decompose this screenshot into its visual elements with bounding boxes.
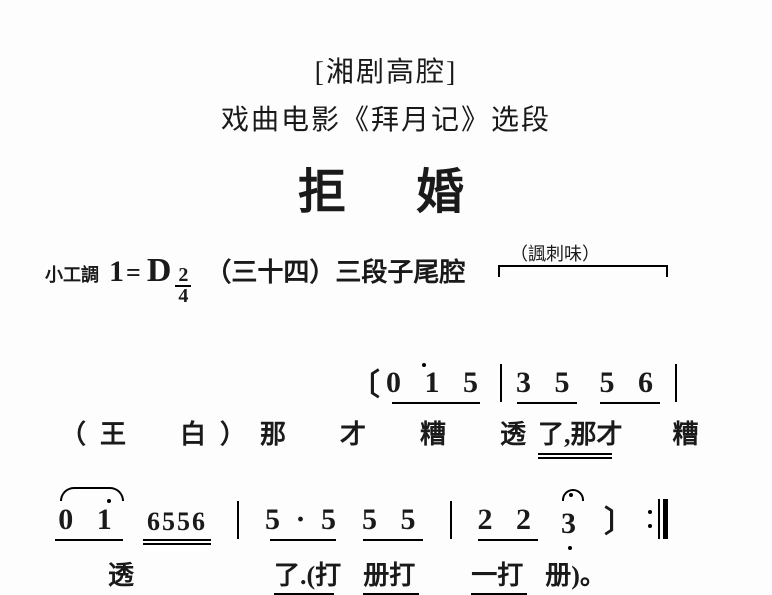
notes: 3 5 <box>516 366 578 400</box>
note-group: 2 2 <box>478 503 540 541</box>
notes: 5 6 <box>600 366 662 400</box>
lyric: 了.(打 <box>274 555 341 592</box>
close-bracket: 〕 <box>604 497 634 541</box>
notes: 3 <box>561 507 584 541</box>
time-num: 2 <box>178 267 188 284</box>
lyric-prefix: （王 白）那 才 糟 透 <box>60 414 540 451</box>
score: （諷刺味） 〔 0 1 5 3 5 5 6 （王 白）那 才 糟 透 了,那才 <box>60 360 712 592</box>
key-eq: = <box>126 258 141 288</box>
subtitle: 戏曲电影《拜月记》选段 <box>60 98 712 138</box>
time-den: 4 <box>178 288 188 305</box>
notes: 0 1 5 <box>386 366 486 400</box>
time-signature: 2 4 <box>175 267 191 305</box>
key-one: 1 <box>109 255 124 289</box>
lyric: 册)。 <box>545 555 606 592</box>
barline <box>450 501 452 539</box>
note-group: 3 <box>561 507 584 541</box>
notes: 2 2 <box>478 503 540 537</box>
fengci-label: （諷刺味） <box>510 240 600 266</box>
final-barline <box>648 499 668 539</box>
phrase-bracket <box>498 265 668 277</box>
notes: 5 · 5 <box>265 503 340 537</box>
notes: 6556 <box>147 507 207 537</box>
note-group: 5 6 <box>600 366 662 404</box>
notes: 0 1 <box>58 503 120 537</box>
note-group: 3 5 <box>516 366 578 404</box>
barline <box>237 501 239 539</box>
lyric: 了,那才 <box>538 414 623 451</box>
slur-arc <box>60 487 124 501</box>
barline <box>500 364 502 402</box>
lyric: 册打 <box>363 555 415 592</box>
note-group: 5 · 5 <box>265 503 340 541</box>
note-group: 5 5 <box>362 503 424 541</box>
meta-line: 小工調 1 = D 2 4 （三十四）三段子尾腔 <box>45 252 712 305</box>
lyric: 糟 <box>673 414 699 451</box>
lyric: 一打 <box>471 555 523 592</box>
notes: 5 5 <box>362 503 424 537</box>
barline <box>675 364 677 402</box>
key-letter: D <box>147 252 172 290</box>
mode-label: 小工調 <box>45 261 99 287</box>
main-title: 拒婚 <box>120 152 712 222</box>
note-group: 0 1 5 <box>386 366 486 404</box>
lyric: 透 <box>108 555 134 592</box>
bracket-title: [湘剧高腔] <box>60 50 712 90</box>
open-bracket: 〔 <box>350 360 380 404</box>
section-label: （三十四）三段子尾腔 <box>205 252 465 289</box>
note-group: 0 1 <box>55 503 123 541</box>
note-group: 6556 <box>143 507 211 541</box>
